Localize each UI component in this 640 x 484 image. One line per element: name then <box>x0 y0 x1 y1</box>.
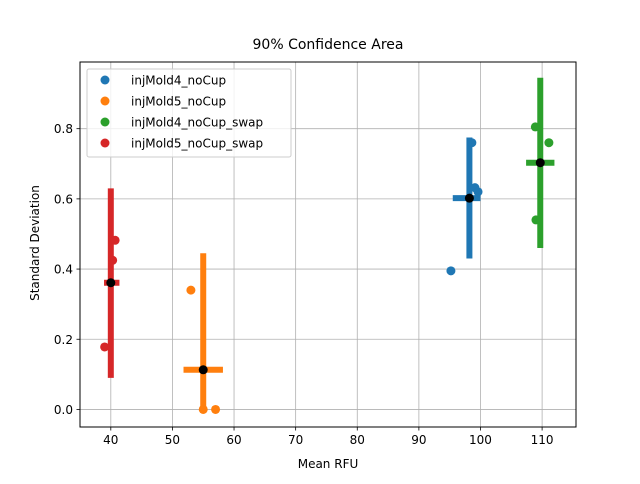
data-point <box>544 138 554 148</box>
y-tick-label: 0.4 <box>54 263 73 277</box>
x-tick-label: 50 <box>165 433 180 447</box>
mean-markers <box>106 158 545 375</box>
x-axis-label: Mean RFU <box>298 457 359 471</box>
y-tick-label: 0.2 <box>54 333 73 347</box>
data-point <box>473 187 483 197</box>
data-point <box>198 404 208 414</box>
x-tick-label: 80 <box>350 433 365 447</box>
x-tick-label: 100 <box>469 433 492 447</box>
x-tick-label: 40 <box>103 433 118 447</box>
chart-title: 90% Confidence Area <box>253 37 404 53</box>
mean-point <box>464 193 474 203</box>
mean-point <box>198 365 208 375</box>
legend-label: injMold4_noCup <box>131 74 226 88</box>
legend-label: injMold5_noCup_swap <box>131 137 263 151</box>
legend: injMold4_noCup injMold5_noCup injMold4_noC… <box>86 68 292 158</box>
data-points <box>100 122 554 414</box>
legend-label: injMold4_noCup_swap <box>131 116 263 130</box>
legend-marker <box>100 117 110 127</box>
mean-point <box>535 158 545 168</box>
x-axis-ticks: 40 50 60 70 80 90 100 110 <box>103 427 554 447</box>
data-point <box>531 215 541 225</box>
y-axis-ticks: 0.0 0.2 0.4 0.6 0.8 <box>54 122 80 417</box>
data-point <box>100 342 110 352</box>
x-tick-label: 70 <box>288 433 303 447</box>
mean-point <box>106 278 116 288</box>
data-point <box>110 235 120 245</box>
legend-entries: injMold4_noCup injMold5_noCup injMold4_noC… <box>100 74 263 151</box>
plot-frame <box>79 61 577 428</box>
legend-marker <box>100 138 110 148</box>
data-point <box>446 266 456 276</box>
data-point <box>467 138 477 148</box>
y-tick-label: 0.0 <box>54 403 73 417</box>
data-point <box>211 404 221 414</box>
data-point <box>108 255 118 265</box>
data-point <box>530 122 540 132</box>
x-tick-label: 90 <box>411 433 426 447</box>
legend-box <box>86 68 292 158</box>
legend-label: injMold5_noCup <box>131 95 226 109</box>
x-tick-label: 110 <box>531 433 554 447</box>
legend-marker <box>100 75 110 85</box>
x-tick-label: 60 <box>226 433 241 447</box>
y-tick-label: 0.6 <box>54 192 73 206</box>
y-tick-label: 0.8 <box>54 122 73 136</box>
legend-marker <box>100 96 110 106</box>
data-point <box>186 285 196 295</box>
y-axis-label: Standard Deviation <box>28 185 42 301</box>
